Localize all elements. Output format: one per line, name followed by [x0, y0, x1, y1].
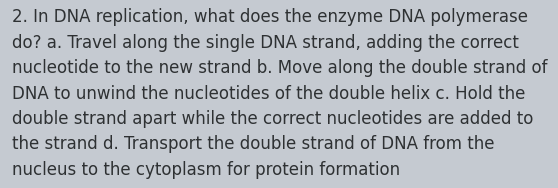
Text: double strand apart while the correct nucleotides are added to: double strand apart while the correct nu… [12, 110, 533, 128]
Text: the strand d. Transport the double strand of DNA from the: the strand d. Transport the double stran… [12, 135, 495, 153]
Text: do? a. Travel along the single DNA strand, adding the correct: do? a. Travel along the single DNA stran… [12, 34, 519, 52]
Text: nucleotide to the new strand b. Move along the double strand of: nucleotide to the new strand b. Move alo… [12, 59, 548, 77]
Text: nucleus to the cytoplasm for protein formation: nucleus to the cytoplasm for protein for… [12, 161, 401, 179]
Text: 2. In DNA replication, what does the enzyme DNA polymerase: 2. In DNA replication, what does the enz… [12, 8, 528, 27]
Text: DNA to unwind the nucleotides of the double helix c. Hold the: DNA to unwind the nucleotides of the dou… [12, 85, 526, 103]
